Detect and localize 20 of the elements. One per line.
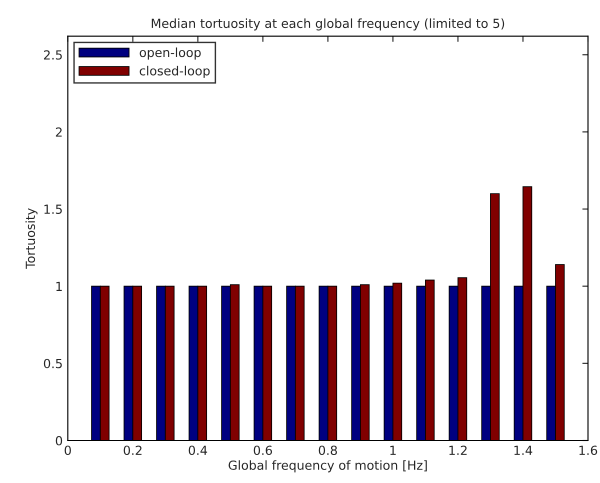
y-tick-label: 1 (56, 282, 62, 291)
chart-title: Median tortuosity at each global frequency (limited to 5) (152, 18, 504, 30)
x-tick-label: 0.6 (254, 446, 272, 456)
x-tick-label: 1.2 (449, 446, 467, 455)
y-tick-label: 0 (56, 436, 62, 446)
y-tick-label: 0.5 (44, 358, 62, 368)
x-tick-label: 0.2 (124, 446, 142, 456)
legend-label: closed-loop (140, 66, 210, 78)
x-tick-label: 0 (64, 446, 71, 456)
x-tick-label: 1 (390, 446, 396, 455)
y-tick-label: 2.5 (44, 50, 62, 60)
legend-label: open-loop (140, 47, 201, 60)
x-tick-label: 1.6 (579, 446, 598, 456)
y-axis-title: Tortuosity (25, 208, 38, 269)
x-tick-label: 1.4 (514, 446, 532, 455)
y-tick-label: 1.5 (44, 204, 62, 214)
x-tick-label: 0.4 (188, 446, 208, 456)
x-tick-label: 0.8 (318, 446, 337, 456)
y-tick-label: 2 (56, 127, 62, 137)
x-axis-title: Global frequency of motion [Hz] (228, 460, 427, 472)
